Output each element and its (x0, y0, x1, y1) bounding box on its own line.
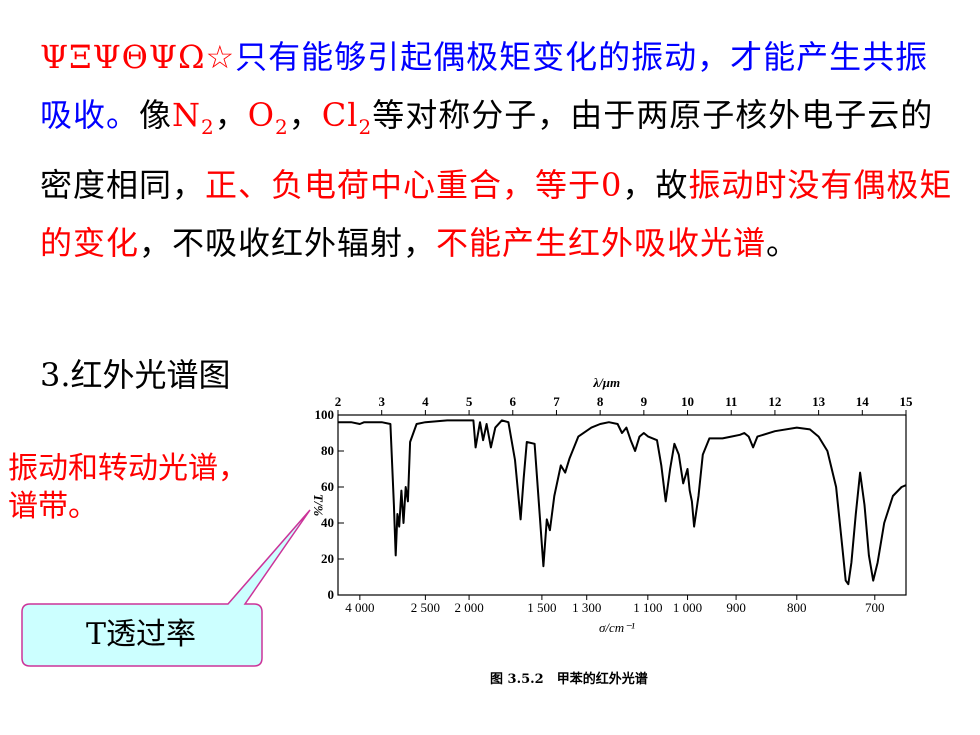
top-tick-label: 13 (812, 394, 826, 409)
o2-sub: 2 (275, 115, 289, 139)
top-tick-label: 5 (466, 394, 473, 409)
bottom-tick-label: 2 000 (454, 600, 483, 615)
y-tick-label: 100 (315, 407, 335, 422)
top-tick-label: 2 (335, 394, 342, 409)
bottom-tick-label: 1 100 (633, 600, 662, 615)
top-tick-label: 7 (553, 394, 560, 409)
chart-series (338, 419, 907, 586)
cl2-main: Cl (321, 96, 359, 134)
paragraph-part2: 像 (139, 96, 173, 134)
side-note: 振动和转动光谱，谱带。 (8, 451, 248, 524)
y-tick-label: 80 (321, 443, 334, 458)
transmittance-line (338, 419, 907, 586)
paragraph-part8: 不能产生红外吸收光谱 (436, 224, 767, 262)
callout-label: T透过率 (85, 617, 196, 652)
bottom-tick-label: 1 300 (572, 600, 601, 615)
paragraph-part9: 。 (766, 224, 800, 262)
y-tick-label: 20 (321, 551, 334, 566)
y-axis-label: T/% (311, 494, 326, 517)
bottom-tick-label: 700 (865, 600, 885, 615)
top-tick-label: 15 (900, 394, 914, 409)
y-tick-label: 40 (321, 515, 334, 530)
bottom-tick-label: 2 500 (411, 600, 440, 615)
x-axis-label: σ/cm⁻¹ (599, 620, 635, 635)
top-tick-label: 11 (725, 394, 737, 409)
o2-symbol: O2 (247, 96, 289, 139)
bottom-tick-label: 1 500 (527, 600, 556, 615)
y-tick-label: 0 (328, 587, 335, 602)
callout-shape (21, 509, 311, 667)
bottom-tick-label: 900 (726, 600, 746, 615)
paragraph-part1: 只有能够引起偶极矩变化的振动，才能产生共振吸收。 (40, 38, 929, 134)
top-tick-label: 6 (510, 394, 517, 409)
paragraph-part5: ，故 (622, 166, 689, 204)
n2-sub: 2 (201, 115, 215, 139)
paragraph-part4: 正、负电荷中心重合，等于0 (205, 166, 623, 204)
section-heading: 3.红外光谱图 (40, 356, 231, 394)
comma2: ， (288, 96, 322, 134)
n2-main: N (172, 96, 202, 134)
top-tick-label: 12 (768, 394, 781, 409)
top-tick-label: 9 (641, 394, 648, 409)
bottom-tick-label: 1 000 (673, 600, 702, 615)
paragraph-part6: 振动时没有偶极矩的变化 (40, 166, 953, 262)
cl2-sub: 2 (358, 115, 373, 139)
top-tick-label: 4 (422, 394, 429, 409)
lead-symbols: ΨΞΨΘΨΩ☆ (40, 38, 236, 76)
top-axis-label: λ/μm (592, 375, 620, 390)
paragraph-part3: 等对称分子，由于两原子核外电子云的密度相同， (40, 96, 934, 204)
o2-main: O (247, 96, 276, 134)
paragraph-part7: ，不吸收红外辐射， (139, 224, 437, 262)
cl2-symbol: Cl2 (321, 96, 372, 139)
top-tick-label: 10 (681, 394, 694, 409)
figure-caption: 图 3.5.2 甲苯的红外光谱 (490, 672, 648, 687)
main-paragraph: ΨΞΨΘΨΩ☆只有能够引起偶极矩变化的振动，才能产生共振吸收。像N2，O2，Cl… (40, 28, 960, 272)
bottom-tick-label: 4 000 (345, 600, 374, 615)
chart-ticks: 2 3 4 5 6 7 8 9 10 11 12 13 14 15 λ/μm 0 20 40 60 80 100 T/% 4… (311, 375, 913, 635)
n2-symbol: N2 (172, 96, 215, 139)
top-tick-label: 8 (597, 394, 604, 409)
y-tick-label: 60 (321, 479, 334, 494)
plot-frame (337, 414, 907, 596)
bottom-tick-label: 800 (787, 600, 807, 615)
ir-spectrum-chart: 2 3 4 5 6 7 8 9 10 11 12 13 14 15 λ/μm 0 20 40 60 80 100 T/% 4… (311, 375, 913, 635)
top-tick-label: 14 (856, 394, 870, 409)
comma1: ， (214, 96, 248, 134)
chart-frame (337, 414, 907, 596)
top-tick-label: 3 (378, 394, 385, 409)
